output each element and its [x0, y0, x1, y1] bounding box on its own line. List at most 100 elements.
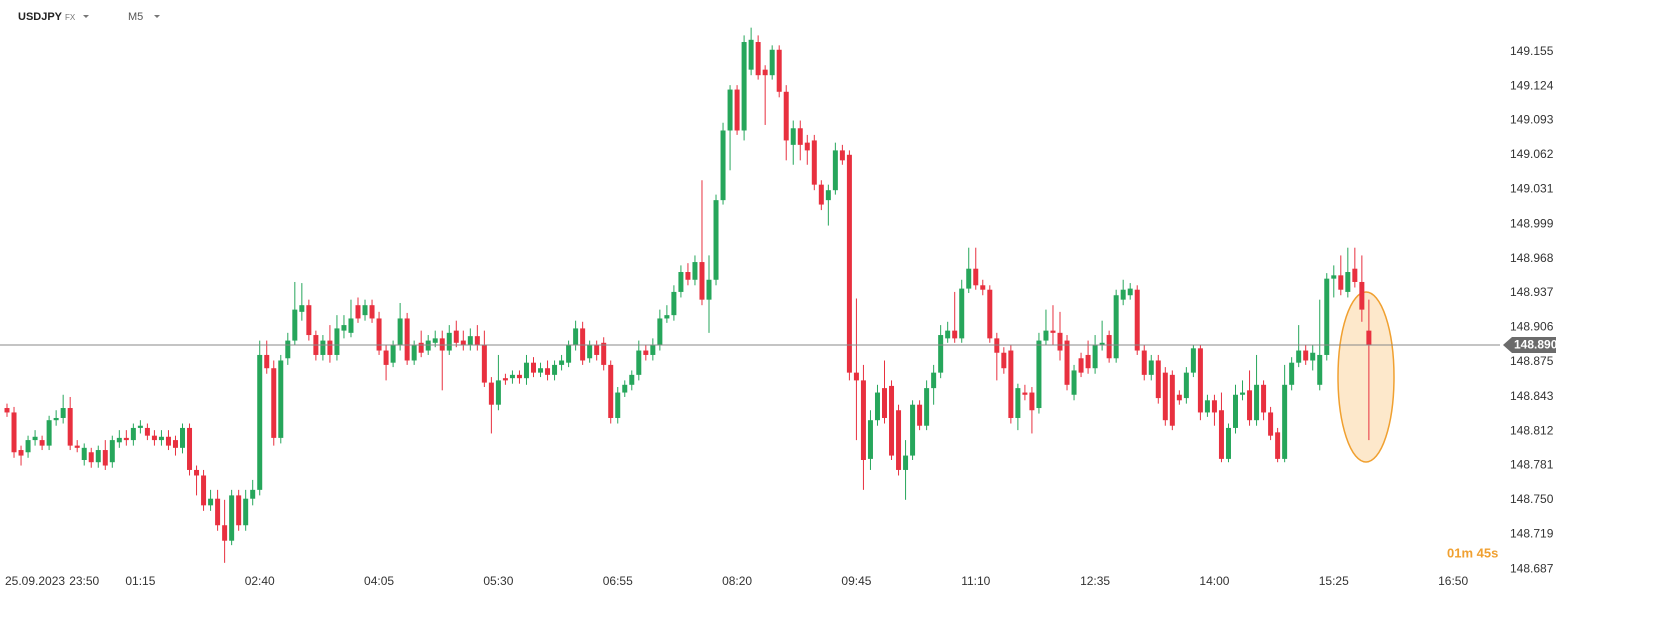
candle-body: [1338, 275, 1344, 290]
x-tick-label: 23:50: [69, 574, 99, 588]
candle-body: [1275, 432, 1281, 459]
candle-body: [341, 325, 347, 331]
candle-body: [1197, 348, 1203, 413]
candle-body: [917, 404, 923, 426]
candle-body: [481, 345, 487, 383]
candle-body: [1099, 342, 1105, 345]
current-price-label: 148.890: [1514, 338, 1558, 352]
candle-body: [559, 360, 565, 365]
candle-body: [938, 335, 944, 373]
y-tick-label: 148.937: [1510, 285, 1554, 299]
candle-body: [1190, 348, 1196, 373]
market: FX: [65, 13, 76, 22]
candle-body: [39, 440, 45, 446]
y-tick-label: 149.062: [1510, 147, 1554, 161]
candle-body: [495, 380, 501, 405]
candle-body: [671, 291, 677, 316]
candle-body: [1218, 410, 1224, 459]
x-tick-label: 01:15: [125, 574, 155, 588]
candle-body: [713, 200, 719, 280]
candle-body: [215, 498, 221, 526]
candle-body: [706, 279, 712, 300]
candle-body: [882, 388, 887, 418]
candle-body: [1015, 388, 1021, 418]
candle-body: [32, 436, 38, 441]
candle-body: [966, 268, 972, 289]
candle-body: [180, 427, 185, 448]
candle-body: [11, 412, 17, 453]
candle-body: [685, 272, 691, 280]
candle-body: [994, 338, 1000, 353]
candle-body: [846, 154, 852, 373]
candle-body: [1120, 289, 1126, 300]
candle-body: [552, 364, 558, 375]
candle-body: [102, 450, 108, 466]
candle-body: [1169, 374, 1175, 426]
y-tick-label: 149.155: [1510, 44, 1554, 58]
candle-body: [1134, 289, 1140, 351]
candle-body: [797, 128, 803, 145]
candle-body: [137, 425, 143, 428]
symbol-dropdown[interactable]: [83, 15, 89, 18]
candle-body: [467, 336, 473, 345]
x-tick-label: 02:40: [245, 574, 275, 588]
candle-body: [418, 342, 424, 353]
candle-body: [931, 372, 937, 389]
current-price-tag: [1503, 337, 1556, 353]
candle-body: [523, 362, 529, 379]
candle-body: [1064, 340, 1070, 385]
candle-body: [1324, 278, 1330, 355]
candle-body: [853, 372, 859, 381]
candle-body: [811, 140, 817, 185]
candle-body: [657, 318, 663, 345]
candle-body: [88, 452, 94, 463]
candle-body: [390, 345, 396, 363]
candle-body: [1092, 345, 1098, 369]
candle-body: [1247, 390, 1253, 421]
candle-body: [1359, 281, 1365, 310]
candle-body: [243, 498, 249, 526]
candle-body: [650, 345, 656, 355]
candle-body: [1240, 392, 1246, 395]
candle-body: [172, 440, 178, 448]
candle-body: [453, 330, 459, 343]
candle-body: [67, 408, 73, 446]
symbol[interactable]: USDJPY: [18, 11, 63, 23]
candle-body: [531, 362, 536, 373]
timeframe[interactable]: M5: [128, 11, 143, 23]
candle-body: [1282, 384, 1288, 459]
candle-body: [889, 385, 895, 456]
candle-body: [369, 305, 375, 319]
timeframe-dropdown[interactable]: [154, 15, 160, 18]
candle-body: [678, 272, 684, 292]
x-tick-label: 11:10: [961, 574, 990, 588]
candle-body: [292, 309, 298, 341]
candle-body: [1106, 335, 1112, 359]
candle-body: [1331, 275, 1337, 279]
candle-body: [545, 368, 551, 375]
candle-body: [222, 525, 228, 541]
countdown: 01m 45s: [1447, 545, 1498, 560]
y-tick-label: 148.843: [1510, 389, 1554, 403]
candles: [4, 27, 1372, 563]
x-tick-label: 12:35: [1080, 574, 1110, 588]
candle-body: [334, 328, 340, 355]
candle-body: [818, 184, 824, 205]
candle-body: [608, 364, 614, 418]
candle-body: [18, 450, 24, 456]
candle-body: [460, 340, 466, 345]
candle-body: [538, 368, 544, 373]
candle-body: [236, 495, 242, 526]
candle-body: [1233, 394, 1238, 428]
candle-body: [74, 445, 80, 448]
candle-body: [1022, 392, 1028, 395]
candle-body: [755, 42, 761, 76]
candle-body: [804, 142, 810, 151]
candle-body: [594, 345, 600, 355]
candle-body: [860, 380, 866, 460]
y-tick-label: 149.124: [1510, 78, 1554, 92]
candle-body: [734, 89, 740, 131]
candle-body: [327, 340, 333, 355]
candle-body: [411, 345, 417, 361]
date-label: 25.09.2023: [5, 574, 65, 588]
